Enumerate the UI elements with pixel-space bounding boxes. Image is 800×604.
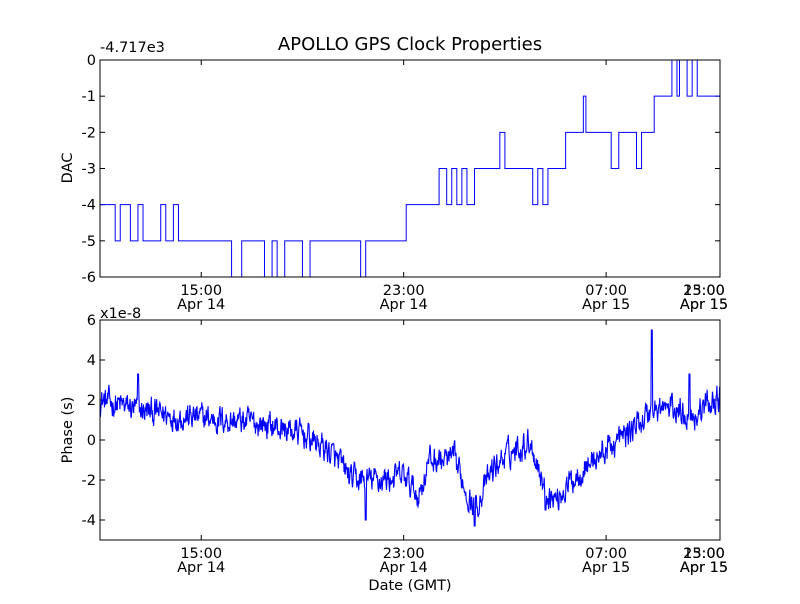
- phase-y-axis-label: Phase (s): [60, 397, 76, 464]
- chart-title: APOLLO GPS Clock Properties: [278, 34, 542, 55]
- phase-y-tick-label: 6: [87, 313, 96, 329]
- phase-y-tick-label: 2: [87, 393, 96, 409]
- phase-x-tick-time: 15:00: [180, 546, 222, 562]
- dac-x-tick-time: 23:00: [683, 283, 725, 299]
- phase-x-tick-date: Apr 15: [582, 560, 630, 576]
- dac-y-tick-label: -5: [82, 234, 96, 250]
- dac-series-group: [100, 60, 720, 277]
- phase-x-tick-date: Apr 15: [680, 560, 728, 576]
- dac-x-tick-time: 15:00: [180, 283, 222, 299]
- dac-offset-label: -4.717e3: [100, 40, 165, 56]
- dac-x-tick-time: 23:00: [383, 283, 425, 299]
- phase-x-tick-time: 23:00: [383, 546, 425, 562]
- phase-offset-label: x1e-8: [100, 306, 141, 322]
- dac-x-tick-date: Apr 15: [680, 297, 728, 313]
- dac-series-line: [100, 60, 720, 277]
- dac-x-tick-time: 07:00: [585, 283, 627, 299]
- dac-y-tick-label: -3: [82, 162, 96, 178]
- phase-x-tick-time: 07:00: [585, 546, 627, 562]
- dac-x-tick-date: Apr 15: [582, 297, 630, 313]
- dac-y-tick-label: -2: [82, 125, 96, 141]
- phase-x-tick-time: 15:00: [683, 546, 725, 562]
- dac-y-tick-label: -1: [82, 89, 96, 105]
- dac-x-tick-time: 15:00: [683, 283, 725, 299]
- dac-y-tick-label: -6: [82, 270, 96, 286]
- dac-y-tick-label: -4: [82, 198, 96, 214]
- phase-x-tick-date: Apr 15: [680, 560, 728, 576]
- dac-plot-frame: [99, 59, 721, 278]
- dac-x-tick-date: Apr 14: [177, 297, 225, 313]
- phase-series-line: [100, 329, 720, 527]
- dac-x-tick-date: Apr 15: [680, 297, 728, 313]
- phase-y-tick-label: -2: [82, 473, 96, 489]
- phase-y-tick-label: -4: [82, 513, 96, 529]
- phase-plot-frame: [99, 319, 721, 541]
- phase-x-tick-date: Apr 14: [380, 560, 428, 576]
- dac-x-tick-date: Apr 14: [380, 297, 428, 313]
- phase-x-tick-date: Apr 14: [177, 560, 225, 576]
- dac-y-axis-label: DAC: [60, 153, 76, 184]
- phase-y-tick-label: 0: [87, 433, 96, 449]
- dac-y-tick-label: 0: [87, 53, 96, 69]
- phase-x-axis-label: Date (GMT): [368, 578, 451, 594]
- phase-x-tick-time: 23:00: [683, 546, 725, 562]
- phase-series-group: [100, 329, 720, 527]
- phase-panel: x1e-8 Phase (s) Date (GMT) 6 4 2 0 -2 -4 15:00…: [60, 306, 728, 594]
- dac-panel: APOLLO GPS Clock Properties -4.717e3 DAC…: [60, 34, 729, 313]
- phase-y-tick-label: 4: [87, 353, 96, 369]
